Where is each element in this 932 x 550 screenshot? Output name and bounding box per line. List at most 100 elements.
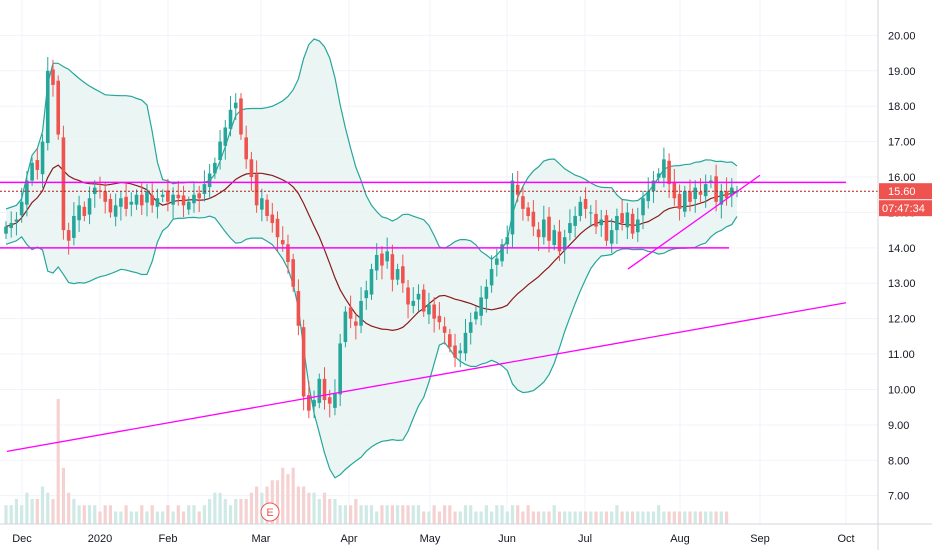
candle-body	[30, 162, 34, 181]
volume-bar	[234, 499, 238, 524]
candle-body	[150, 195, 154, 206]
volume-bar	[286, 474, 290, 524]
trendline	[627, 174, 761, 270]
candle-body	[724, 191, 729, 199]
volume-bar	[630, 511, 635, 524]
candle-body	[453, 345, 457, 358]
candle-body	[270, 214, 275, 224]
candle-body	[186, 201, 191, 210]
volume-bar	[281, 467, 285, 524]
candle-body	[474, 311, 478, 320]
candle-body	[66, 230, 71, 241]
volume-bar	[453, 511, 457, 524]
price-badges: 15.60 07:47:34	[879, 183, 932, 217]
volume-bar	[610, 511, 614, 524]
volume-bar	[714, 511, 718, 524]
candle-body	[369, 269, 374, 295]
volume-bar	[291, 467, 295, 524]
candle-body	[411, 300, 416, 306]
earnings-marker[interactable]: E	[260, 502, 280, 522]
candle-body	[583, 198, 588, 209]
volume-bar	[422, 511, 426, 524]
candle-body	[213, 162, 217, 174]
volume-bar	[140, 505, 144, 524]
volume-bar	[604, 511, 609, 524]
volume-bar	[67, 492, 71, 524]
volume-bar	[338, 505, 342, 524]
volume-bar	[427, 511, 431, 524]
price-tick-label: 19.00	[888, 66, 916, 78]
volume-bar	[87, 505, 92, 524]
candle-body	[568, 223, 572, 233]
candle-body	[432, 304, 436, 319]
volume-bar	[129, 511, 133, 524]
candle-body	[609, 230, 614, 244]
candle-body	[515, 184, 520, 195]
candle-body	[573, 215, 577, 226]
band-upper-line	[5, 38, 738, 261]
candle-body	[421, 289, 426, 312]
candle-body	[656, 173, 661, 178]
price-tick-label: 18.00	[888, 101, 916, 113]
candle-body	[562, 237, 567, 250]
volume-bar	[667, 511, 671, 524]
volume-bar	[724, 511, 729, 524]
candle-body	[155, 198, 160, 207]
candle-body	[615, 215, 619, 231]
candle-body	[82, 206, 87, 216]
price-axis[interactable]: 20.0019.0018.0017.0016.0015.0014.0013.00…	[888, 30, 916, 502]
price-tick-label: 9.00	[888, 420, 909, 432]
price-tick-label: 14.00	[888, 243, 916, 255]
volume-bar	[521, 511, 525, 524]
volume-bar	[82, 505, 86, 524]
volume-bar	[416, 505, 421, 524]
candle-body	[223, 127, 228, 146]
volume-bar	[98, 511, 102, 524]
volume-bar	[500, 505, 504, 524]
volume-bar	[380, 505, 384, 524]
volume-bar	[620, 511, 624, 524]
volume-bar	[568, 511, 572, 524]
candle-body	[307, 395, 311, 411]
volume-bar	[46, 492, 50, 524]
candle-body	[166, 190, 170, 202]
candle-body	[108, 198, 113, 213]
candle-body	[395, 269, 400, 280]
volume-bar	[542, 511, 546, 524]
candle-body	[510, 180, 515, 235]
volume-bar	[202, 505, 207, 524]
candle-body	[729, 187, 734, 196]
candle-body	[134, 194, 139, 205]
candle-body	[688, 191, 692, 202]
grid-lines	[0, 0, 878, 524]
candle-body	[635, 219, 640, 233]
volume-bar	[406, 505, 410, 524]
volume-bar	[693, 511, 697, 524]
volume-bar	[35, 499, 39, 524]
candle-body	[129, 201, 134, 205]
candle-body	[484, 286, 489, 299]
candle-body	[693, 187, 698, 199]
candle-body	[317, 378, 322, 403]
candle-body	[228, 109, 233, 129]
volume-bar	[14, 499, 19, 524]
time-axis[interactable]: Dec 2020 Feb Mar Apr May Jun Jul Aug Sep Oct	[12, 533, 854, 545]
candle-body	[119, 198, 123, 207]
candle-body	[698, 191, 703, 195]
candle-body	[552, 230, 557, 246]
volume-bar	[93, 505, 97, 524]
volume-bar	[594, 511, 598, 524]
candle-body	[160, 194, 165, 197]
candle-body	[207, 173, 212, 187]
price-axis-background	[878, 0, 932, 550]
candle-body	[401, 266, 405, 284]
candle-body	[479, 297, 483, 316]
candle-body	[542, 219, 546, 238]
volume-bar	[479, 511, 483, 524]
price-tick-label: 17.00	[888, 137, 916, 149]
candle-body	[672, 182, 677, 199]
candle-body	[354, 321, 358, 326]
volume-bar	[239, 499, 243, 524]
volume-bar	[312, 492, 316, 524]
